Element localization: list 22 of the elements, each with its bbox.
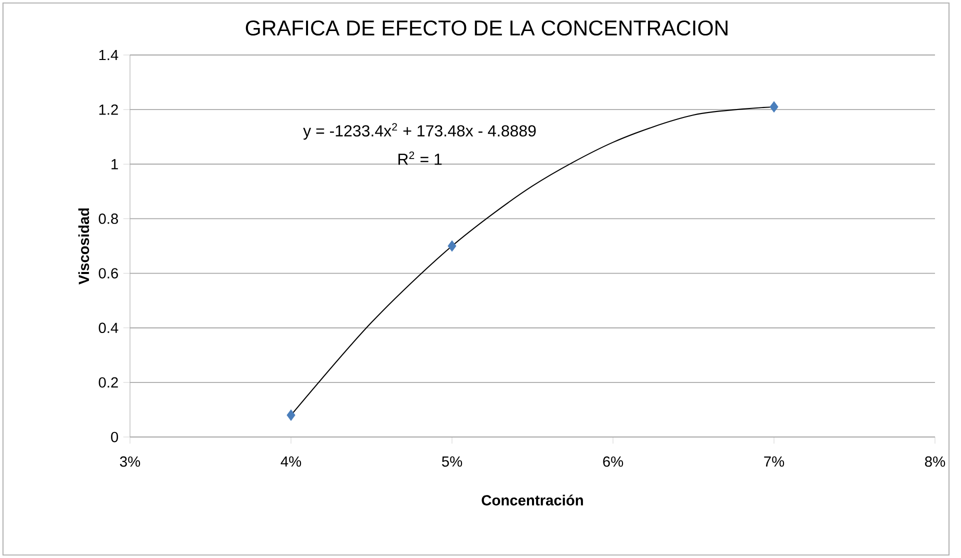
chart-title: GRAFICA DE EFECTO DE LA CONCENTRACION bbox=[246, 20, 728, 36]
point bbox=[770, 101, 778, 112]
y-tick-label: 1 bbox=[112, 159, 118, 170]
y-tick-label: 0.8 bbox=[98, 214, 118, 224]
x-tick-label: 7% bbox=[764, 456, 784, 467]
annotation: R$^{2}$ = 1 bbox=[398, 152, 442, 165]
y-axis-title: Viscosidad bbox=[78, 208, 90, 284]
y-tick-label: 1.4 bbox=[99, 50, 118, 60]
x-tick-label: 5% bbox=[442, 456, 462, 467]
x-tick-label: 8% bbox=[925, 456, 946, 467]
y-tick-label: 0.4 bbox=[98, 322, 118, 334]
x-axis-title: Concentración bbox=[482, 494, 583, 506]
point bbox=[448, 240, 456, 252]
x-tick-label: 3% bbox=[120, 456, 140, 467]
point bbox=[286, 410, 296, 421]
x-tick-label: 6% bbox=[603, 456, 624, 467]
y-tick-label: 0.2 bbox=[98, 377, 118, 388]
y-tick-label: 0 bbox=[111, 432, 118, 442]
annotation: y = -1233.4x$^{2}$ + 173.48x - 4.8889 bbox=[303, 123, 536, 140]
y-tick-label: 1.2 bbox=[99, 104, 118, 115]
y-tick-label: 0.6 bbox=[98, 268, 118, 278]
x-tick-label: 4% bbox=[280, 456, 302, 467]
